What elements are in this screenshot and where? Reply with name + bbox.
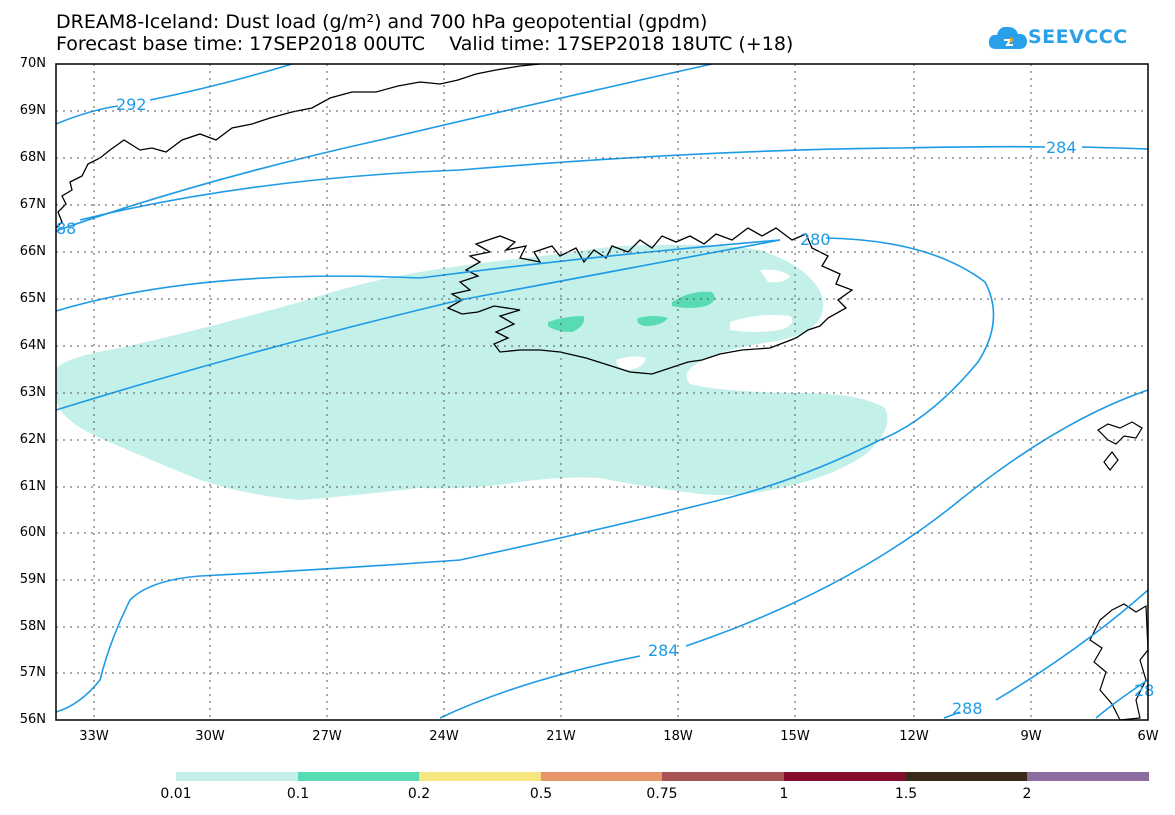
lon-label: 6W [1137, 729, 1159, 744]
legend-label: 0.5 [529, 786, 553, 802]
lat-label: 59N [19, 572, 46, 587]
map-title-line1: DREAM8-Iceland: Dust load (g/m²) and 700… [56, 11, 708, 33]
graticule [56, 64, 1148, 720]
legend-label: 2 [1022, 786, 1032, 802]
lon-label: 27W [312, 729, 342, 744]
lon-label: 15W [780, 729, 810, 744]
legend-label: 1 [779, 786, 789, 802]
legend-swatch [541, 772, 662, 781]
legend-swatch [419, 772, 541, 781]
contour-label: 284 [1046, 138, 1077, 157]
lat-label: 65N [19, 291, 46, 306]
dust-medium-patches [548, 291, 715, 332]
lat-label: 58N [19, 619, 46, 634]
dust-gaps [616, 269, 793, 370]
lat-label: 67N [19, 197, 46, 212]
cloud-icon [988, 26, 1027, 49]
lon-label: 21W [546, 729, 576, 744]
lat-label: 57N [19, 665, 46, 680]
legend-label: 1.5 [894, 786, 918, 802]
contour-label: 88 [56, 219, 76, 238]
lon-label: 12W [899, 729, 929, 744]
lon-label: 30W [195, 729, 225, 744]
contour-labels: 292 88 284 280 284 288 28 [56, 95, 1154, 718]
legend-swatch [1027, 772, 1149, 781]
map-frame [55, 63, 1149, 721]
logo-text: SEEVCCC [1028, 26, 1128, 48]
lat-label: 60N [19, 525, 46, 540]
lat-label: 69N [19, 103, 46, 118]
lat-label: 64N [19, 338, 46, 353]
contour-label: 280 [800, 230, 831, 249]
contour-label: 284 [648, 641, 679, 660]
lon-label: 24W [429, 729, 459, 744]
legend-swatch [906, 772, 1027, 781]
lat-label: 62N [19, 432, 46, 447]
lat-label: 61N [19, 479, 46, 494]
lon-label: 9W [1020, 729, 1042, 744]
legend-label: 0.01 [160, 786, 192, 802]
legend-swatch [662, 772, 784, 781]
coastline-iceland [446, 227, 854, 375]
coastline-europe [1089, 421, 1149, 721]
lat-label: 68N [19, 150, 46, 165]
legend-label: 0.2 [407, 786, 431, 802]
contour-label: 28 [1134, 681, 1154, 700]
lon-label: 33W [79, 729, 109, 744]
dust-light-region [56, 244, 888, 500]
legend-swatch [784, 772, 906, 781]
geopotential-contours [55, 63, 1149, 719]
lat-label: 66N [19, 244, 46, 259]
lat-label: 70N [19, 56, 46, 71]
lat-label: 56N [19, 712, 46, 727]
legend-label: 0.75 [646, 786, 678, 802]
coastline-greenland [55, 63, 541, 229]
seevccc-logo: SEEVCCC [988, 20, 1128, 56]
lon-label: 18W [663, 729, 693, 744]
map-title-line2: Forecast base time: 17SEP2018 00UTC Vali… [56, 33, 794, 55]
lat-label: 63N [19, 385, 46, 400]
contour-label: 292 [116, 95, 147, 114]
legend-label: 0.1 [286, 786, 310, 802]
contour-label: 288 [952, 699, 983, 718]
legend-swatch [298, 772, 419, 781]
legend-swatch [176, 772, 298, 781]
